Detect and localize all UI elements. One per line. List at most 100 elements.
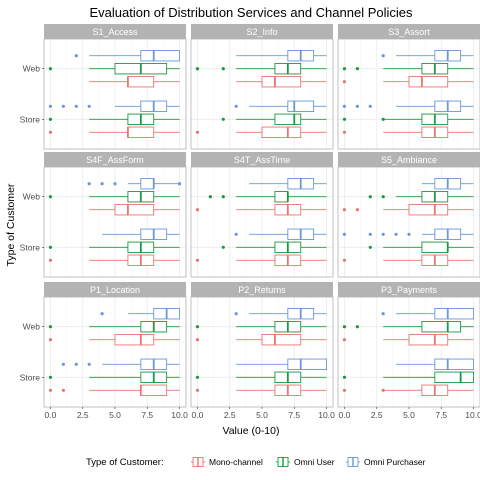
box [87, 178, 182, 190]
outlier-point [381, 54, 385, 58]
box [208, 191, 327, 203]
outlier-point [342, 117, 347, 121]
outlier-point [381, 117, 385, 121]
x-tick-label: 5.0 [256, 410, 268, 420]
outlier-point [368, 232, 372, 236]
facet-strip-label: P2_Returns [238, 285, 286, 295]
outlier-point [381, 312, 385, 316]
box-body [114, 204, 155, 216]
box [48, 241, 180, 254]
x-tick-label: 7.5 [435, 410, 447, 420]
outlier-point [48, 104, 53, 108]
box-body [287, 100, 315, 113]
box [48, 63, 180, 75]
box-body [287, 358, 327, 371]
x-tick-label: 5.0 [109, 410, 121, 420]
x-tick-label: 0.0 [45, 410, 57, 420]
facet-strip-label: P1_Location [90, 285, 140, 295]
box-body [261, 76, 302, 88]
x-tick-label: 2.5 [77, 410, 89, 420]
outlier-point [342, 325, 347, 329]
box [236, 50, 327, 62]
outlier-point [61, 388, 65, 392]
outlier-point [87, 362, 91, 366]
x-tick-label: 2.5 [371, 410, 383, 420]
outlier-point [177, 182, 182, 186]
box [89, 204, 180, 216]
outlier-point [381, 232, 385, 236]
box-body [261, 126, 302, 139]
facet-panel: P2_Returns 0.0 2.5 5.0 7.5 10.0 [190, 282, 335, 420]
box [74, 50, 180, 62]
box [102, 228, 180, 241]
x-tick-label: 5.0 [403, 410, 415, 420]
outlier-point [195, 258, 200, 262]
facet-strip-label: S5_Ambiance [381, 155, 437, 165]
box [195, 204, 327, 216]
box [342, 228, 474, 241]
box [249, 178, 327, 190]
box [48, 191, 180, 203]
box [48, 113, 180, 126]
box [342, 204, 474, 216]
facet-strip [191, 24, 333, 39]
legend-entry: Mono-channel [191, 457, 263, 467]
panel-border [43, 166, 187, 278]
outlier-point [48, 325, 53, 329]
outlier-point [48, 338, 53, 342]
outlier-point [87, 104, 91, 108]
box [342, 334, 474, 346]
x-tick-label: 10.0 [318, 410, 335, 420]
box-body [114, 334, 155, 346]
box [48, 371, 180, 384]
box [221, 241, 327, 254]
outlier-point [355, 104, 359, 108]
panel-border [337, 166, 480, 278]
box [234, 308, 327, 320]
y-tick-label: Store [20, 114, 41, 124]
box [396, 358, 474, 371]
box [48, 100, 180, 113]
legend: Type of Customer: Mono-channel Omni User Om… [86, 457, 426, 468]
box [195, 371, 327, 384]
facet-strip-label: S2_Info [246, 27, 277, 37]
x-tick-label: 10.0 [465, 410, 480, 420]
box-body [434, 358, 474, 371]
outlier-point [355, 67, 359, 71]
outlier-point [48, 258, 53, 262]
outlier-point [48, 195, 53, 199]
box-body [408, 76, 449, 88]
facet-strip-label: P3_Payments [381, 285, 438, 295]
legend-entry: Omni User [276, 457, 335, 467]
box [342, 76, 474, 88]
outlier-point [48, 130, 53, 134]
panel-border [190, 166, 334, 278]
box [195, 334, 327, 346]
box [236, 358, 327, 371]
box [234, 228, 327, 241]
facet-strip [338, 282, 480, 297]
outlier-point [61, 362, 65, 366]
box [342, 371, 474, 384]
x-tick-label: 10.0 [171, 410, 188, 420]
outlier-point [195, 67, 200, 71]
legend-label: Omni User [294, 457, 335, 467]
y-tick-label: Web [23, 64, 41, 74]
facet-panels: S1_Access Store Web S2_Info S3_Assort S4F_Ass… [20, 24, 480, 420]
box [342, 113, 474, 126]
box-body [140, 384, 168, 397]
facet-panel: S4F_AssForm Store Web [20, 152, 187, 278]
outlier-point [342, 208, 347, 212]
facet-strip [44, 282, 186, 297]
outlier-point [195, 388, 200, 392]
box [342, 321, 474, 333]
facet-panel: S4T_AssTime [190, 152, 334, 278]
outlier-point [48, 117, 53, 121]
outlier-point [394, 232, 398, 236]
outlier-point [100, 312, 104, 316]
outlier-point [368, 245, 372, 249]
x-tick-label: 0.0 [339, 410, 351, 420]
box [234, 100, 327, 113]
outlier-point [342, 375, 347, 379]
outlier-point [61, 104, 65, 108]
